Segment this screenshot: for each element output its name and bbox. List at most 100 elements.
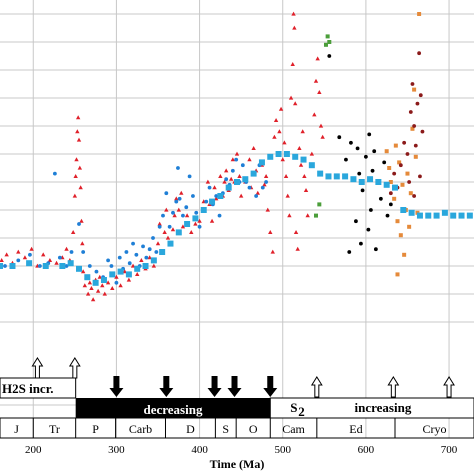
x-tick-label: 600 [358, 444, 375, 456]
trend-point [350, 176, 356, 182]
data-point-series-0 [118, 283, 122, 287]
data-point-series-0 [314, 79, 318, 83]
data-point-series-1 [204, 200, 208, 204]
data-point-series-1 [118, 256, 122, 260]
up-arrow [70, 358, 80, 378]
data-point-series-4 [411, 82, 415, 86]
data-point-series-2 [364, 155, 368, 159]
data-point-series-1 [231, 169, 235, 173]
data-point-series-2 [389, 203, 393, 207]
data-point-series-0 [271, 250, 275, 254]
data-point-series-2 [356, 147, 360, 151]
data-point-series-2 [379, 197, 383, 201]
trend-point [118, 269, 124, 275]
trend-point [459, 213, 465, 219]
period-label: Cam [282, 422, 305, 436]
data-point-series-0 [0, 258, 4, 262]
data-point-series-1 [176, 166, 180, 170]
data-point-series-4 [416, 102, 420, 106]
data-point-series-2 [359, 242, 363, 246]
data-point-series-0 [189, 230, 193, 234]
data-point-series-0 [237, 174, 241, 178]
data-point-series-3 [395, 272, 399, 276]
data-point-series-3 [400, 183, 404, 187]
data-point-series-2 [382, 161, 386, 165]
trend-point [284, 151, 290, 157]
trend-point [359, 179, 365, 185]
data-point-series-1 [261, 186, 265, 190]
data-point-series-4 [402, 141, 406, 145]
data-point-series-2 [371, 169, 375, 173]
data-point-series-0 [286, 194, 290, 198]
trend-point [309, 162, 315, 168]
trend-point [259, 159, 265, 165]
trend-point [375, 179, 381, 185]
trend-point [409, 210, 415, 216]
data-point-series-0 [179, 191, 183, 195]
trend-point [192, 215, 198, 221]
data-point-series-0 [239, 194, 243, 198]
trend-point [317, 171, 323, 177]
data-point-series-1 [161, 214, 165, 218]
trend-point [342, 173, 348, 179]
trend-point [226, 185, 232, 191]
data-point-series-0 [287, 213, 291, 217]
data-point-series-0 [162, 230, 166, 234]
down-arrow [159, 376, 173, 397]
data-point-series-0 [264, 174, 268, 178]
trend-point [367, 176, 373, 182]
data-point-series-0 [91, 297, 95, 301]
data-point-series-3 [395, 219, 399, 223]
data-point-series-1 [154, 250, 158, 254]
data-point-series-0 [185, 213, 189, 217]
trend-point [184, 221, 190, 227]
data-point-series-1 [208, 186, 212, 190]
period-label: Ed [349, 422, 362, 436]
trend-point [442, 210, 448, 216]
data-point-series-0 [88, 280, 92, 284]
trend-point [84, 274, 90, 280]
data-point-series-1 [16, 259, 20, 263]
data-point-series-1 [115, 281, 119, 285]
data-point-series-3 [387, 166, 391, 170]
data-point-series-1 [198, 225, 202, 229]
data-point-series-1 [88, 264, 92, 268]
data-point-series-1 [168, 225, 172, 229]
data-point-series-4 [412, 124, 416, 128]
trend-point [59, 263, 65, 269]
data-point-series-0 [79, 219, 83, 223]
data-point-series-0 [75, 129, 79, 133]
data-point-series-3 [414, 155, 418, 159]
data-point-series-0 [76, 115, 80, 119]
data-point-series-0 [78, 166, 82, 170]
data-point-series-0 [296, 247, 300, 251]
trend-point [101, 277, 107, 283]
data-point-series-0 [74, 157, 78, 161]
h2s-label: H2S incr. [2, 381, 54, 396]
data-point-series-1 [38, 264, 42, 268]
data-point-series-0 [54, 261, 58, 265]
data-point-series-3 [405, 172, 409, 176]
data-point-series-0 [218, 174, 222, 178]
data-point-series-0 [127, 278, 131, 282]
data-point-series-1 [134, 253, 138, 257]
data-point-series-4 [409, 110, 413, 114]
down-arrow [263, 376, 277, 397]
period-label: P [92, 422, 99, 436]
trend-point [134, 266, 140, 272]
trend-point [209, 199, 215, 205]
up-arrow [444, 377, 454, 397]
data-point-series-2 [327, 54, 331, 58]
data-point-series-3 [394, 144, 398, 148]
trend-point [242, 176, 248, 182]
decreasing-label: decreasing [143, 402, 202, 417]
data-point-series-2 [347, 250, 351, 254]
x-tick-label: 200 [25, 444, 42, 456]
trend-point [159, 249, 165, 255]
data-point-series-1 [164, 191, 168, 195]
data-point-series-2 [369, 208, 373, 212]
trend-point [167, 241, 173, 247]
data-point-series-1 [218, 214, 222, 218]
data-point-series-4 [419, 93, 423, 97]
data-point-series-4 [421, 130, 425, 134]
